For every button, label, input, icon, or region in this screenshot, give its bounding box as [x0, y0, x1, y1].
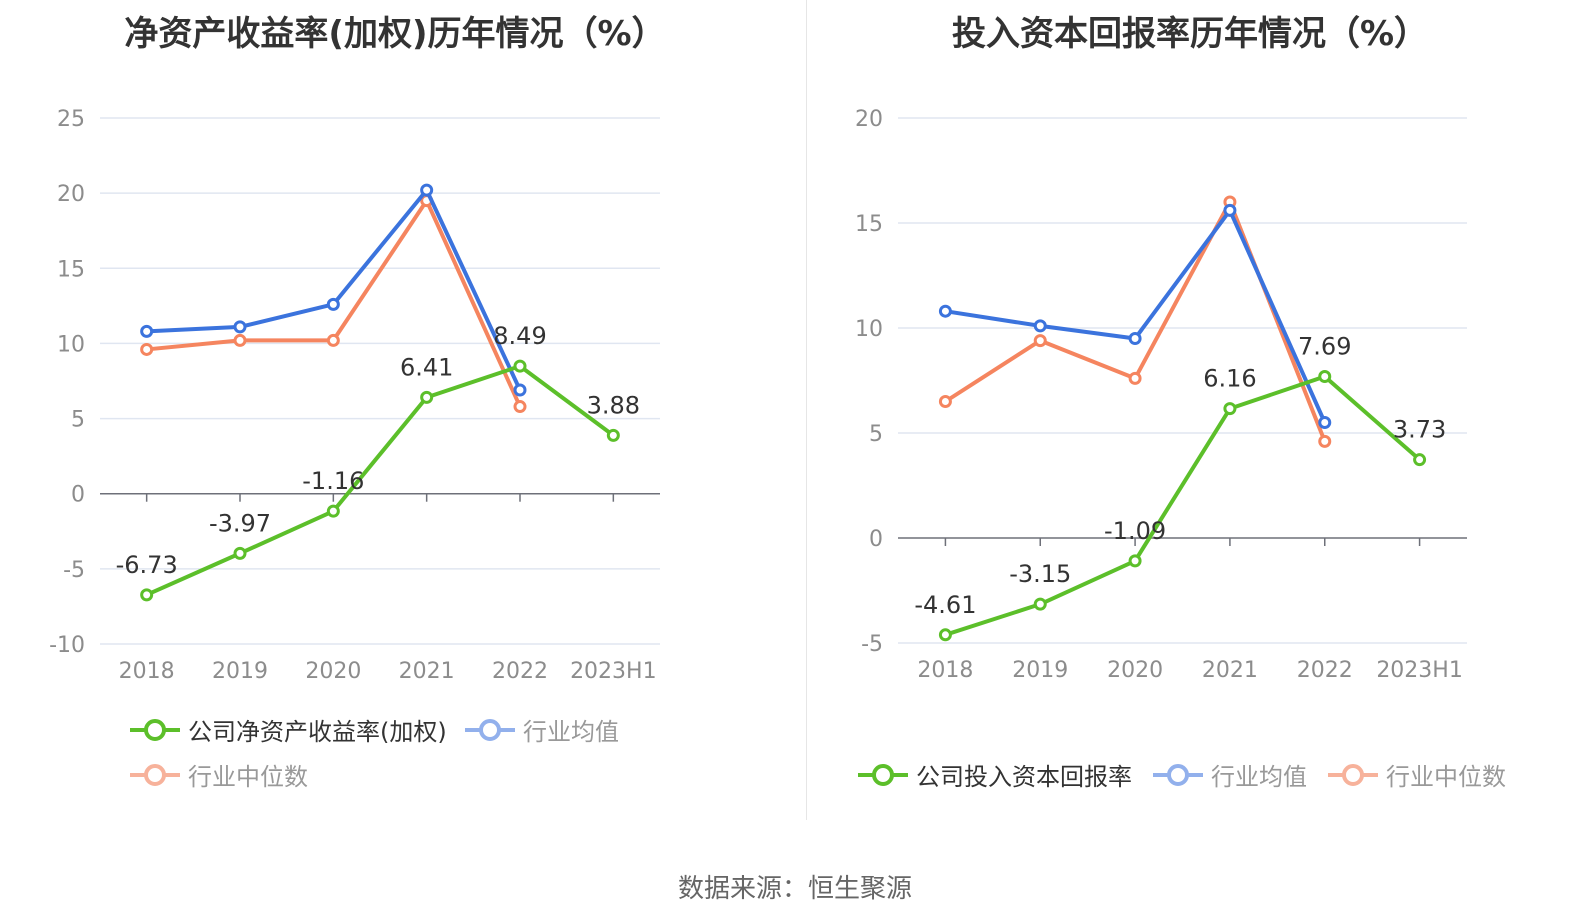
x-tick-label: 2020 [1107, 658, 1163, 683]
legend-label: 行业中位数 [1386, 763, 1506, 791]
data-point-median[interactable] [513, 400, 527, 414]
x-tick-label: 2020 [305, 659, 361, 684]
data-point-median[interactable] [1128, 371, 1142, 385]
data-label: 8.49 [493, 322, 546, 350]
data-point-company[interactable] [1413, 453, 1427, 467]
data-point-company[interactable] [233, 546, 247, 560]
x-tick-label: 2021 [1202, 658, 1258, 683]
y-tick-label: 15 [57, 257, 85, 282]
x-tick-label: 2018 [119, 659, 175, 684]
legend-line-circle-icon [130, 718, 180, 741]
y-tick-label: 10 [855, 317, 883, 342]
data-point-avg[interactable] [233, 320, 247, 334]
data-point-avg[interactable] [1128, 332, 1142, 345]
legend-industry-median-roe[interactable]: 行业中位数 [130, 757, 308, 792]
y-tick-label: 5 [869, 422, 883, 447]
x-tick-label: 2019 [1012, 658, 1068, 683]
data-point-company[interactable] [140, 588, 154, 602]
y-tick-label: 20 [57, 182, 85, 207]
y-tick-label: 0 [71, 483, 85, 508]
legend-line-circle-icon [1153, 763, 1203, 786]
x-tick-label: 2021 [399, 659, 455, 684]
legend-label: 公司净资产收益率(加权) [188, 718, 447, 746]
x-tick-label: 2023H1 [1376, 658, 1463, 683]
data-point-company[interactable] [326, 504, 340, 518]
data-point-avg[interactable] [1033, 319, 1047, 333]
legend-company-roic[interactable]: 公司投入资本回报率 [858, 757, 1132, 792]
data-label: 6.16 [1203, 365, 1256, 393]
data-point-median[interactable] [326, 333, 340, 347]
x-tick-label: 2023H1 [570, 659, 657, 684]
y-tick-label: 5 [71, 408, 85, 433]
data-label: -6.73 [116, 551, 178, 579]
legend-company-roe[interactable]: 公司净资产收益率(加权) [130, 712, 447, 747]
legend-label: 公司投入资本回报率 [916, 763, 1132, 791]
x-tick-label: 2022 [492, 659, 548, 684]
data-point-avg[interactable] [420, 183, 434, 197]
data-point-median[interactable] [233, 333, 247, 347]
right-chart-title: 投入资本回报率历年情况（%） [951, 14, 1429, 54]
legend-industry-avg-roic[interactable]: 行业均值 [1153, 757, 1307, 792]
data-point-avg[interactable] [1318, 416, 1332, 429]
data-point-avg[interactable] [140, 324, 154, 338]
legend-label: 行业均值 [523, 718, 619, 746]
data-point-median[interactable] [938, 395, 952, 408]
data-point-company[interactable] [606, 428, 620, 442]
y-tick-label: 20 [855, 107, 883, 132]
y-tick-label: -10 [49, 633, 85, 658]
legend-line-circle-icon [858, 763, 908, 786]
data-point-company[interactable] [1223, 402, 1237, 416]
x-tick-label: 2018 [917, 658, 973, 683]
data-label: -1.09 [1104, 517, 1166, 545]
data-point-company[interactable] [420, 390, 434, 404]
legend-industry-median-roic[interactable]: 行业中位数 [1328, 757, 1506, 792]
data-label: -4.61 [914, 591, 976, 619]
roe-line-chart: -10 -5 0 5 10 15 20 25 2018 2019 2020 2021 2022 2023H… [49, 107, 660, 684]
legend-line-circle-icon [1328, 763, 1378, 786]
data-point-median[interactable] [1318, 434, 1332, 448]
legend-label: 行业中位数 [188, 763, 308, 791]
data-point-avg[interactable] [513, 383, 527, 397]
data-point-company[interactable] [938, 628, 952, 642]
series-line-avg [945, 208, 1327, 424]
y-tick-label: -5 [861, 632, 883, 657]
data-point-company[interactable] [1318, 370, 1332, 384]
data-label: -3.15 [1009, 560, 1071, 588]
data-point-median[interactable] [1033, 334, 1047, 348]
y-tick-label: 0 [869, 527, 883, 552]
left-chart-title: 净资产收益率(加权)历年情况（%） [124, 14, 666, 54]
x-tick-label: 2019 [212, 659, 268, 684]
data-label: -1.16 [302, 467, 364, 495]
y-tick-label: -5 [63, 558, 85, 583]
data-point-avg[interactable] [938, 304, 952, 318]
series-line-company [944, 374, 1421, 637]
panel-divider [806, 0, 807, 820]
legend-line-circle-icon [130, 763, 180, 786]
data-point-company[interactable] [1128, 554, 1142, 568]
data-label: -3.97 [209, 509, 271, 537]
x-tick-label: 2022 [1297, 658, 1353, 683]
data-point-avg[interactable] [1223, 203, 1237, 217]
data-point-company[interactable] [513, 359, 527, 373]
y-tick-label: 15 [855, 212, 883, 237]
data-label: 3.88 [587, 391, 640, 419]
y-tick-label: 10 [57, 332, 85, 357]
data-source-note: 数据来源：恒生聚源 [677, 874, 912, 904]
data-point-avg[interactable] [326, 297, 340, 311]
data-point-company[interactable] [1033, 597, 1047, 611]
data-label: 3.73 [1393, 416, 1446, 444]
legend-label: 行业均值 [1211, 763, 1307, 791]
legend-line-circle-icon [465, 718, 515, 741]
roic-line-chart: -5 0 5 10 15 20 2018 2019 2020 2021 2022 2023H1 -4.6… [855, 107, 1467, 683]
y-tick-label: 25 [57, 107, 85, 132]
legend-industry-avg-roe[interactable]: 行业均值 [465, 712, 619, 747]
data-label: 6.41 [400, 353, 453, 381]
data-label: 7.69 [1298, 333, 1351, 361]
series-line-company [145, 364, 615, 597]
data-point-median[interactable] [140, 342, 154, 356]
